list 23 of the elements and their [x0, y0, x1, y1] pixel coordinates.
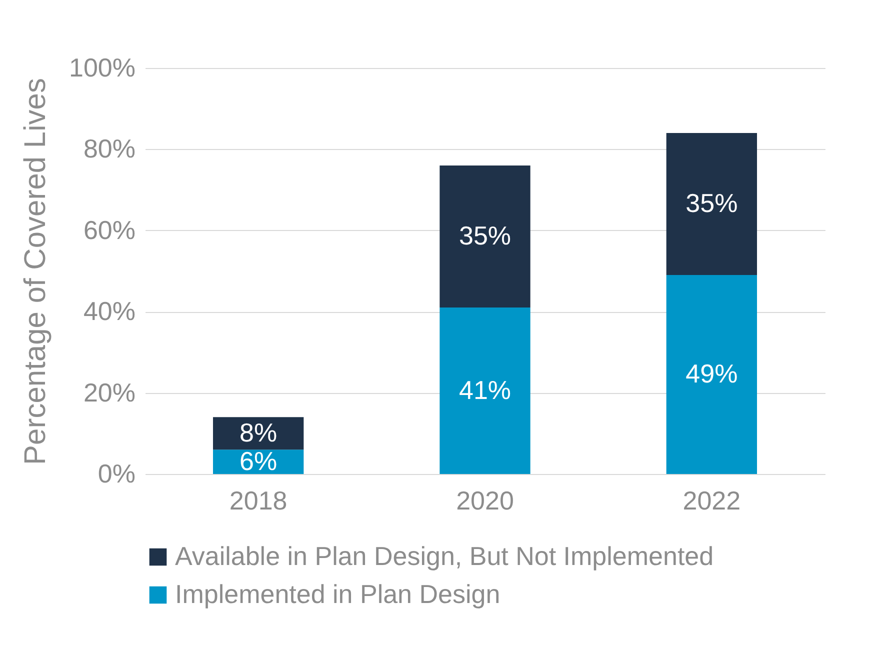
bar	[213, 417, 304, 450]
y-axis-title: Percentage of Covered Lives	[19, 78, 52, 465]
bar	[666, 132, 757, 276]
y-tick-label: 40%	[83, 296, 136, 326]
data-label: 35%	[686, 188, 738, 218]
y-tick-label: 20%	[83, 377, 136, 408]
x-tick-label: 2020	[456, 486, 514, 516]
y-tick-label: 60%	[83, 214, 136, 245]
data-label: 41%	[458, 374, 512, 405]
legend-label: Available in Plan Design, But Not Implemented	[175, 541, 714, 571]
data-label: 35%	[458, 220, 512, 250]
y-tick-label: 80%	[83, 134, 136, 164]
y-tick-label: 100%	[69, 52, 136, 82]
data-label: 6%	[240, 446, 278, 476]
bar	[440, 308, 530, 474]
legend-label: Implemented in Plan Design	[175, 579, 500, 609]
data-label: 8%	[240, 417, 278, 448]
data-label: 49%	[686, 358, 738, 389]
bar	[440, 165, 530, 308]
bar	[666, 275, 757, 474]
y-tick-label: 0%	[98, 458, 136, 488]
x-tick-label: 2022	[682, 486, 741, 516]
x-tick-label: 2018	[229, 486, 288, 516]
